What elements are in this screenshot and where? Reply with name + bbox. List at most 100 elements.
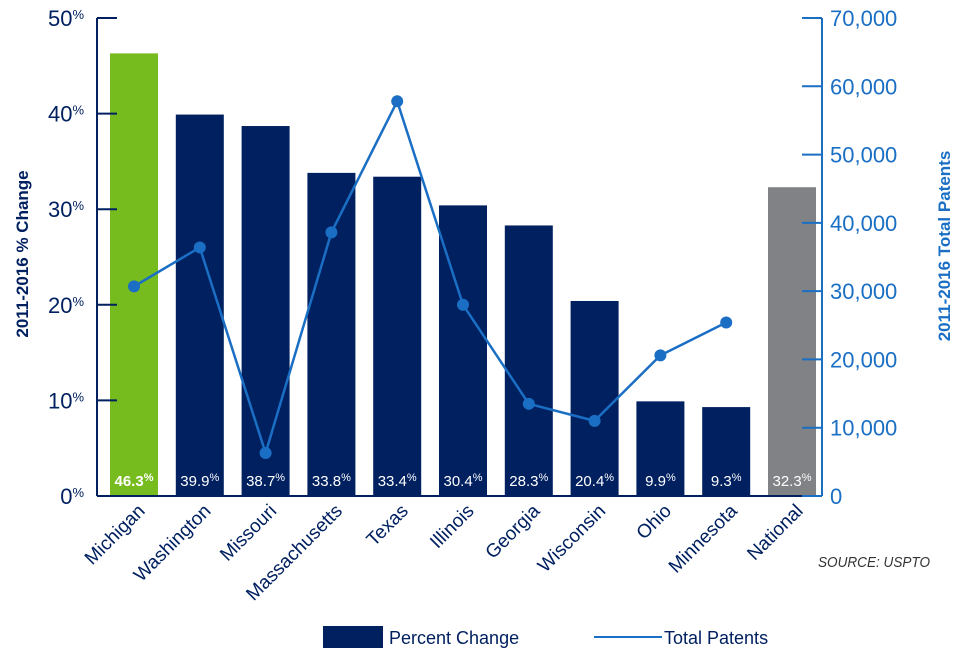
bar-ohio: [636, 401, 685, 496]
x-tick-label-minnesota: Minnesota: [665, 500, 742, 577]
y-left-tick-suffix: %: [72, 389, 84, 404]
y-left-tick-label: 10%: [48, 388, 84, 413]
bars-group: [110, 53, 816, 497]
y-right-tick-label: 0: [830, 484, 842, 509]
bar-value-number: 39.9: [180, 473, 209, 490]
y-left-tick-label: 20%: [48, 293, 84, 318]
bar-value-number: 9.9: [645, 473, 666, 490]
bar-minnesota: [702, 407, 751, 496]
y-left-tick-number: 0: [60, 484, 72, 509]
total-patents-point-minnesota: [720, 316, 733, 329]
legend: Percent Change Total Patents: [323, 626, 768, 648]
x-tick-label-wisconsin: Wisconsin: [534, 501, 610, 577]
bar-washington: [175, 114, 224, 496]
y-left-tick-number: 10: [48, 388, 72, 413]
y-left-tick-suffix: %: [72, 294, 84, 309]
bar-value-label: 32.3%: [773, 472, 812, 490]
legend-swatch-percent-change: [323, 626, 383, 648]
total-patents-point-ohio: [654, 349, 667, 362]
bar-value-label: 38.7%: [246, 472, 285, 490]
y-right-tick-label: 50,000: [830, 143, 897, 168]
bar-value-number: 32.3: [773, 473, 802, 490]
bar-massachusetts: [307, 172, 356, 496]
bar-national: [768, 187, 816, 496]
x-tick-label-texas: Texas: [363, 501, 413, 551]
y-right-tick-label: 40,000: [830, 211, 897, 236]
total-patents-point-texas: [391, 95, 404, 108]
total-patents-point-michigan: [128, 280, 140, 293]
bar-value-number: 30.4: [444, 473, 473, 490]
y-left-tick-number: 50: [48, 6, 72, 31]
line-series-group: [128, 95, 733, 459]
y-right-tick-label: 60,000: [830, 74, 897, 99]
bar-value-label: 28.3%: [509, 472, 548, 490]
y-right-tick-label: 20,000: [830, 347, 897, 372]
bar-missouri: [241, 126, 290, 496]
bar-value-suffix: %: [732, 472, 742, 484]
legend-label-total-patents: Total Patents: [664, 628, 768, 648]
total-patents-line: [133, 100, 727, 455]
y-left-tick-label: 40%: [48, 102, 84, 127]
bar-value-number: 46.3: [115, 473, 144, 490]
bar-value-label: 33.4%: [378, 472, 417, 490]
bar-value-suffix: %: [407, 472, 417, 484]
bar-value-label: 33.8%: [312, 472, 351, 490]
x-tick-label-illinois: Illinois: [426, 501, 478, 553]
bar-value-label: 30.4%: [444, 472, 483, 490]
axes-group: 0%10%20%30%40%50%010,00020,00030,00040,0…: [48, 6, 897, 509]
bar-georgia: [504, 225, 553, 496]
y-axis-right-label: 2011-2016 Total Patents: [935, 151, 954, 342]
bar-value-label: 39.9%: [180, 472, 219, 490]
bar-labels-group: 46.3% 39.9% 38.7% 33.8% 33.4% 30.4% 28.3% 20.4%…: [115, 472, 812, 490]
y-left-tick-suffix: %: [72, 103, 84, 118]
x-tick-label-georgia: Georgia: [482, 500, 545, 563]
bar-value-suffix: %: [604, 472, 614, 484]
y-left-tick-label: 50%: [48, 6, 84, 31]
y-left-tick-number: 30: [48, 197, 72, 222]
bar-wisconsin: [570, 300, 619, 496]
y-left-tick-number: 40: [48, 102, 72, 127]
y-left-tick-suffix: %: [72, 7, 84, 22]
bar-value-number: 33.8: [312, 473, 341, 490]
bar-value-suffix: %: [210, 472, 220, 484]
bar-value-number: 38.7: [246, 473, 275, 490]
y-left-tick-suffix: %: [72, 198, 84, 213]
bar-value-label: 20.4%: [575, 472, 614, 490]
bar-value-suffix: %: [275, 472, 285, 484]
bar-value-suffix: %: [473, 472, 483, 484]
y-left-tick-label: 30%: [48, 197, 84, 222]
y-axis-left-label: 2011-2016 % Change: [13, 170, 32, 337]
y-right-tick-label: 70,000: [830, 6, 897, 31]
y-left-tick-label: 0%: [60, 484, 84, 509]
source-note: SOURCE: USPTO: [818, 554, 930, 571]
x-tick-label-michigan: Michigan: [81, 501, 150, 570]
total-patents-point-illinois: [457, 298, 469, 311]
total-patents-point-washington: [193, 241, 206, 254]
bar-value-number: 9.3: [711, 473, 732, 490]
x-tick-label-national: National: [743, 501, 807, 565]
x-tick-label-ohio: Ohio: [633, 501, 676, 544]
bar-value-suffix: %: [539, 472, 549, 484]
total-patents-point-missouri: [259, 446, 272, 459]
bar-value-label: 9.9%: [645, 472, 676, 490]
bar-value-label: 9.3%: [711, 472, 742, 490]
y-left-tick-number: 20: [48, 293, 72, 318]
bar-value-suffix: %: [666, 472, 676, 484]
bar-value-number: 33.4: [378, 473, 407, 490]
bar-value-suffix: %: [802, 472, 812, 484]
bar-value-number: 28.3: [509, 473, 538, 490]
bar-value-label: 46.3%: [115, 472, 154, 490]
bar-value-number: 20.4: [575, 473, 604, 490]
bar-value-suffix: %: [144, 472, 154, 484]
bar-texas: [373, 176, 422, 497]
y-right-tick-label: 10,000: [830, 416, 897, 441]
total-patents-point-georgia: [522, 397, 535, 410]
legend-label-percent-change: Percent Change: [389, 628, 519, 648]
y-left-tick-suffix: %: [72, 485, 84, 500]
total-patents-point-massachusetts: [325, 226, 338, 239]
x-tick-label-missouri: Missouri: [216, 501, 281, 566]
y-right-tick-label: 30,000: [830, 279, 897, 304]
bar-michigan: [110, 53, 158, 496]
